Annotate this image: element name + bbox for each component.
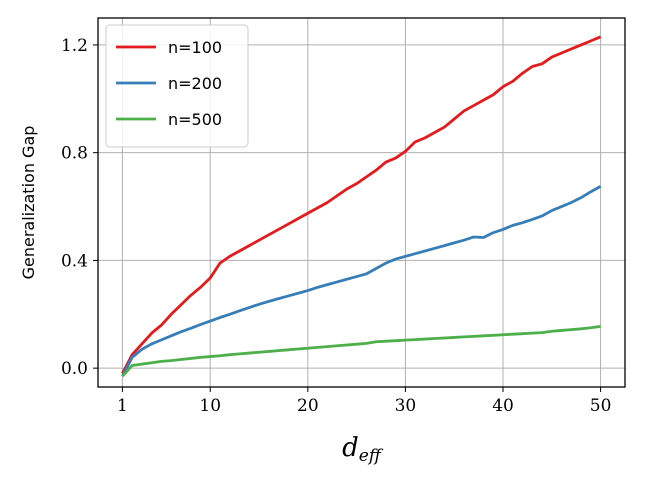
- series-line-0: [121, 35, 602, 375]
- y-tick-label: 0.4: [61, 251, 88, 271]
- y-tick-label: 0.0: [61, 359, 88, 379]
- x-axis-label-subscript: eff: [359, 446, 384, 466]
- x-tick-label: 20: [297, 396, 319, 416]
- x-tick-label: 1: [117, 396, 128, 416]
- legend-label: n=500: [168, 110, 222, 129]
- axes-frame: [97, 17, 626, 388]
- series-line-1: [121, 185, 602, 377]
- x-tick-label: 30: [395, 396, 417, 416]
- y-tick-label: 1.2: [61, 36, 88, 56]
- x-tick-label: 10: [199, 396, 221, 416]
- x-tick-label: 50: [590, 396, 612, 416]
- legend: n=100 n=200 n=500: [105, 24, 249, 148]
- y-tick-label: 0.8: [61, 144, 88, 164]
- x-axis-label: deff: [342, 433, 384, 466]
- series-lines: [121, 35, 602, 378]
- legend-label: n=100: [168, 38, 222, 57]
- legend-label: n=200: [168, 74, 222, 93]
- series-line-2: [121, 325, 601, 378]
- y-axis-label: Generalization Gap: [19, 126, 38, 280]
- x-tick-label: 40: [492, 396, 514, 416]
- ticks: 1 10 20 30 40 50 0.0 0.4 0.8 1.2: [61, 36, 611, 416]
- legend-box: [105, 24, 249, 148]
- x-axis-label-main: d: [342, 433, 359, 463]
